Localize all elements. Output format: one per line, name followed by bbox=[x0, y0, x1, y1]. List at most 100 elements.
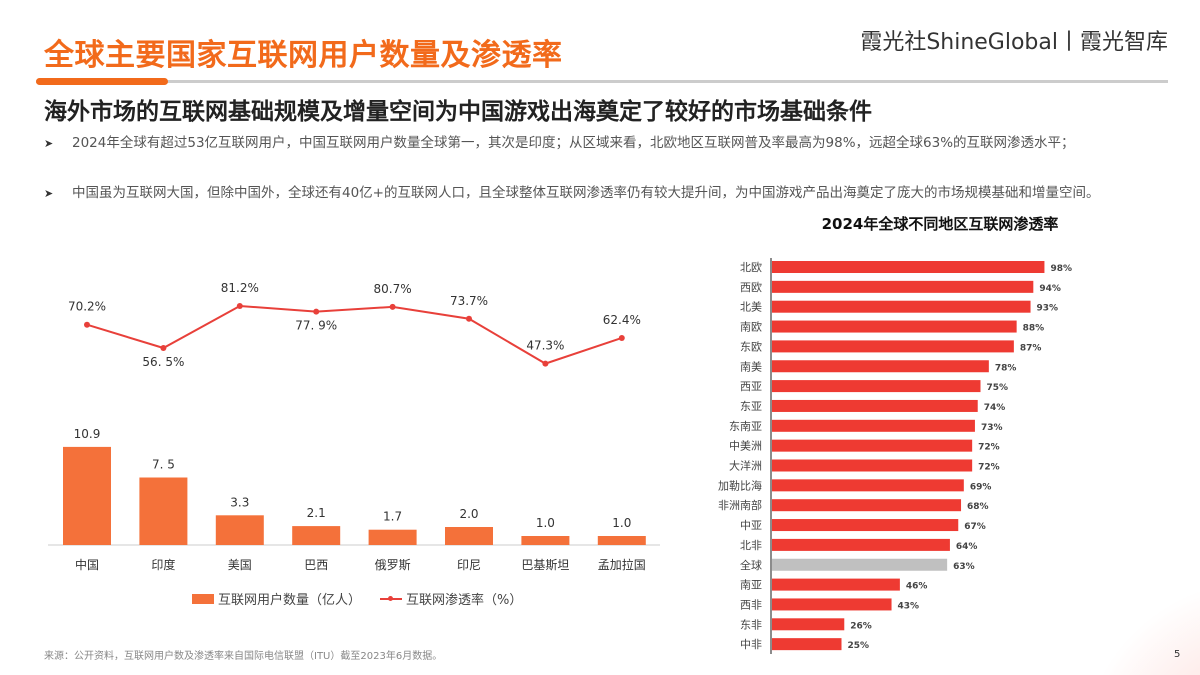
region-label: 南美 bbox=[740, 360, 762, 373]
region-bar bbox=[772, 340, 1014, 353]
rate-point bbox=[236, 303, 243, 309]
rate-label: 70.2% bbox=[68, 300, 106, 314]
region-value-label: 94% bbox=[1039, 284, 1061, 294]
user-bar bbox=[368, 529, 417, 545]
rate-point bbox=[466, 315, 472, 322]
category-label: 印度 bbox=[151, 557, 175, 572]
user-bar bbox=[597, 536, 646, 545]
region-value-label: 63% bbox=[953, 562, 975, 572]
legend-rate: 互联网渗透率（%） bbox=[380, 589, 522, 608]
region-value-label: 93% bbox=[1037, 304, 1059, 314]
bullet-item: ➤ 中国虽为互联网大国，但除中国外，全球还有40亿+的互联网人口，且全球整体互联… bbox=[44, 185, 1100, 201]
region-bar bbox=[772, 578, 900, 591]
region-label: 西非 bbox=[740, 598, 762, 611]
region-label: 东南亚 bbox=[729, 420, 762, 433]
region-value-label: 68% bbox=[967, 502, 989, 512]
region-label: 全球 bbox=[740, 558, 762, 572]
region-label: 大洋洲 bbox=[729, 459, 762, 473]
user-bar-label: 2.0 bbox=[459, 507, 478, 521]
rate-point bbox=[542, 360, 549, 367]
region-value-label: 78% bbox=[995, 363, 1017, 373]
region-value-label: 67% bbox=[964, 522, 986, 532]
region-label: 中美洲 bbox=[729, 440, 762, 453]
region-value-label: 64% bbox=[956, 542, 978, 552]
user-bar bbox=[63, 446, 111, 545]
rate-label: 62.4% bbox=[603, 313, 641, 327]
region-label: 加勒比海 bbox=[718, 478, 762, 492]
region-bar bbox=[772, 538, 950, 551]
region-value-label: 46% bbox=[906, 582, 928, 592]
category-label: 孟加拉国 bbox=[598, 557, 646, 572]
rate-label: 47.3% bbox=[526, 339, 564, 353]
rate-label: 56. 5% bbox=[142, 355, 184, 369]
region-chart-title: 2024年全球不同地区互联网渗透率 bbox=[821, 215, 1059, 233]
category-label: 美国 bbox=[228, 558, 252, 572]
rate-point bbox=[84, 321, 90, 328]
region-bar bbox=[772, 360, 989, 373]
user-bar-label: 7. 5 bbox=[152, 458, 175, 472]
region-bar bbox=[772, 638, 842, 651]
region-bar bbox=[772, 618, 845, 631]
rate-label: 77. 9% bbox=[295, 319, 337, 333]
legend-line-swatch bbox=[380, 595, 402, 601]
region-value-label: 87% bbox=[1020, 343, 1042, 353]
user-bar-label: 3.3 bbox=[230, 495, 249, 509]
region-bar bbox=[772, 399, 978, 412]
region-bar bbox=[772, 280, 1034, 293]
arrow-icon: ➤ bbox=[44, 187, 54, 200]
region-bar bbox=[772, 558, 948, 571]
category-label: 巴西 bbox=[304, 558, 328, 572]
region-value-label: 74% bbox=[984, 403, 1006, 413]
category-label: 俄罗斯 bbox=[375, 558, 411, 572]
user-bar-label: 1.0 bbox=[536, 516, 555, 530]
rate-point bbox=[160, 344, 167, 351]
region-value-label: 25% bbox=[848, 641, 870, 651]
bullet-item: ➤ 2024年全球有超过53亿互联网用户，中国互联网用户数量全球第一，其次是印度… bbox=[44, 135, 1075, 151]
user-bar-label: 1.0 bbox=[612, 516, 631, 530]
region-bar bbox=[772, 499, 962, 512]
region-bar bbox=[772, 479, 964, 492]
region-value-label: 88% bbox=[1023, 324, 1045, 334]
region-label: 北非 bbox=[740, 539, 762, 552]
category-label: 印尼 bbox=[457, 558, 481, 572]
region-bar bbox=[772, 459, 973, 472]
category-label: 巴基斯坦 bbox=[521, 558, 569, 572]
region-label: 东欧 bbox=[740, 340, 762, 353]
user-bar bbox=[445, 527, 493, 545]
region-label: 中亚 bbox=[740, 519, 762, 532]
category-label: 中国 bbox=[75, 557, 99, 572]
legend-bar-swatch bbox=[192, 593, 214, 604]
user-bar bbox=[215, 515, 264, 545]
region-value-label: 72% bbox=[978, 443, 1000, 453]
brand-logo: 霞光社ShineGlobal丨霞光智库 bbox=[860, 30, 1168, 55]
rate-label: 80.7% bbox=[374, 282, 412, 296]
subtitle: 海外市场的互联网基础规模及增量空间为中国游戏出海奠定了较好的市场基础条件 bbox=[44, 99, 872, 125]
region-label: 非洲南部 bbox=[718, 498, 762, 512]
region-bar bbox=[772, 300, 1031, 313]
rate-label: 73.7% bbox=[450, 294, 488, 308]
region-label: 东非 bbox=[740, 618, 762, 631]
region-label: 北美 bbox=[740, 301, 762, 314]
region-bar bbox=[772, 419, 975, 432]
region-bar bbox=[772, 320, 1017, 333]
region-label: 东亚 bbox=[740, 400, 762, 413]
title-divider bbox=[36, 80, 1168, 83]
user-bar bbox=[292, 526, 341, 545]
region-bar bbox=[772, 261, 1045, 273]
user-bar-label: 10.9 bbox=[74, 427, 101, 441]
arrow-icon: ➤ bbox=[44, 137, 54, 150]
region-bar bbox=[772, 380, 981, 393]
rate-point bbox=[389, 303, 396, 310]
rate-label: 81.2% bbox=[221, 281, 259, 295]
region-bar bbox=[772, 598, 892, 611]
region-value-label: 75% bbox=[987, 383, 1009, 393]
region-value-label: 69% bbox=[970, 482, 992, 492]
user-bar bbox=[139, 477, 188, 545]
user-bar-label: 2.1 bbox=[307, 506, 326, 520]
region-value-label: 73% bbox=[981, 423, 1003, 433]
region-label: 北欧 bbox=[740, 261, 762, 274]
region-label: 西欧 bbox=[740, 281, 762, 294]
region-label: 南亚 bbox=[740, 579, 762, 592]
source-footnote: 来源：公开资料，互联网用户数及渗透率来自国际电信联盟（ITU）截至2023年6月… bbox=[44, 651, 443, 662]
